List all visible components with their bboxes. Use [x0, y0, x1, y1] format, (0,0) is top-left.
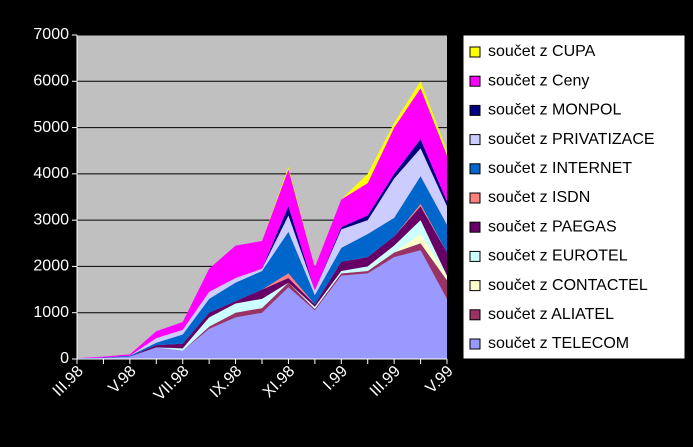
area	[77, 88, 447, 359]
y-tick-label: 3000	[33, 211, 69, 228]
area	[77, 250, 447, 359]
legend-label: součet z PAEGAS	[488, 218, 617, 235]
legend-swatch	[469, 309, 481, 321]
area	[77, 206, 447, 359]
legend-swatch	[469, 46, 481, 58]
y-tick-label: 5000	[33, 119, 69, 136]
legend-swatch	[469, 250, 481, 262]
area	[77, 220, 447, 359]
legend-label: součet z Ceny	[488, 72, 589, 89]
legend-label: součet z TELECOM	[488, 335, 629, 352]
y-tick-label: 7000	[33, 26, 69, 43]
y-tick-label: 2000	[33, 258, 69, 275]
legend-label: součet z CONTACTEL	[488, 277, 648, 294]
legend-label: součet z ALIATEL	[488, 306, 614, 323]
legend-label: součet z EUROTEL	[488, 248, 628, 265]
legend-label: součet z INTERNET	[488, 160, 632, 177]
legend-swatch	[469, 338, 481, 350]
area	[77, 148, 447, 359]
y-tick-label: 6000	[33, 73, 69, 90]
legend-swatch	[469, 75, 481, 87]
legend-label: součet z ISDN	[488, 189, 590, 206]
legend-swatch	[469, 163, 481, 175]
legend-swatch	[469, 280, 481, 292]
legend-label: součet z CUPA	[488, 43, 596, 60]
area	[77, 176, 447, 359]
legend-label: součet z MONPOL	[488, 102, 621, 119]
area	[77, 234, 447, 359]
y-tick-label: 1000	[33, 304, 69, 321]
legend	[462, 34, 686, 360]
legend-swatch	[469, 134, 481, 146]
legend-swatch	[469, 192, 481, 204]
legend-swatch	[469, 221, 481, 233]
y-tick-label: 0	[60, 350, 69, 367]
y-tick-label: 4000	[33, 165, 69, 182]
legend-swatch	[469, 104, 481, 116]
legend-label: součet z PRIVATIZACE	[488, 131, 655, 148]
